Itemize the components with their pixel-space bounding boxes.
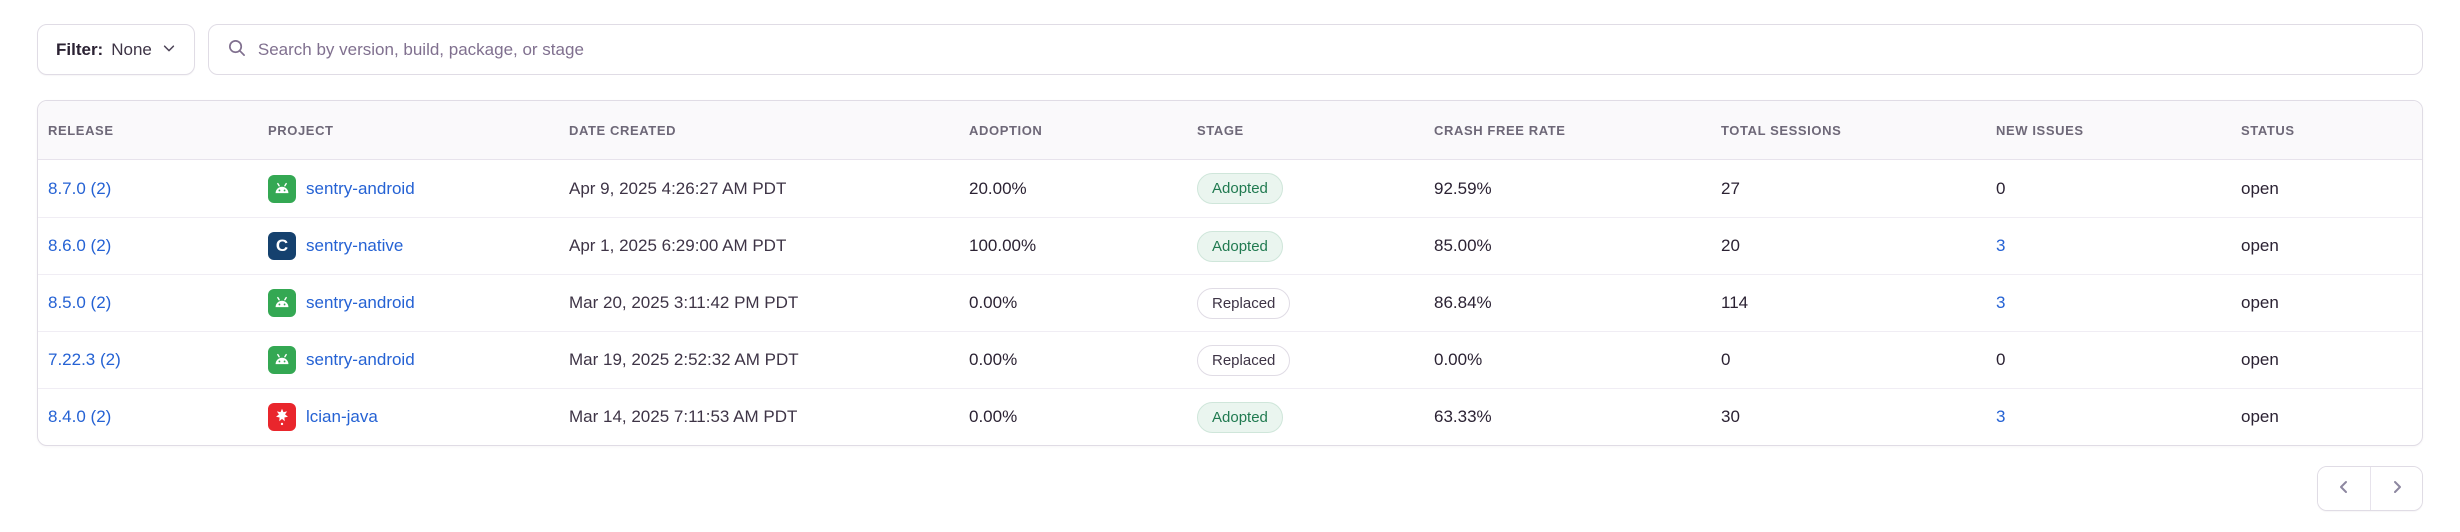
chevron-left-icon bbox=[2336, 479, 2352, 498]
pagination bbox=[37, 466, 2423, 511]
release-link[interactable]: 8.6.0 (2) bbox=[48, 236, 112, 255]
column-header-date-created: Date Created bbox=[569, 122, 677, 138]
android-icon bbox=[268, 289, 296, 317]
stage-badge: Adopted bbox=[1197, 230, 1283, 262]
new-issues-link[interactable]: 3 bbox=[1996, 293, 2006, 312]
crash-free-rate-value: 85.00% bbox=[1434, 236, 1492, 255]
crash-free-rate-value: 86.84% bbox=[1434, 293, 1492, 312]
total-sessions-value: 27 bbox=[1721, 178, 1740, 198]
android-icon bbox=[268, 346, 296, 374]
project-link[interactable]: sentry-native bbox=[306, 236, 404, 255]
column-header-new-issues: New Issues bbox=[1996, 122, 2084, 138]
search-box bbox=[207, 24, 2423, 75]
stage-badge: Replaced bbox=[1197, 287, 1291, 319]
release-link[interactable]: 7.22.3 (2) bbox=[48, 350, 121, 369]
status-value: open bbox=[2241, 407, 2279, 426]
search-input[interactable] bbox=[257, 39, 2404, 60]
column-header-status: Status bbox=[2241, 122, 2295, 138]
java-icon bbox=[268, 403, 296, 431]
date-created-value: Apr 1, 2025 6:29:00 AM PDT bbox=[569, 236, 787, 255]
next-page-button[interactable] bbox=[2370, 467, 2422, 510]
table-header: Release Project Date Created Adoption St… bbox=[38, 101, 2422, 160]
filter-label: Filter: bbox=[56, 39, 104, 59]
crash-free-rate-value: 92.59% bbox=[1434, 178, 1492, 198]
total-sessions-value: 0 bbox=[1721, 350, 1731, 369]
adoption-value: 20.00% bbox=[969, 178, 1027, 198]
date-created-value: Mar 19, 2025 2:52:32 AM PDT bbox=[569, 350, 799, 369]
column-header-stage: Stage bbox=[1197, 122, 1244, 138]
chevron-down-icon bbox=[162, 40, 176, 60]
status-value: open bbox=[2241, 350, 2279, 369]
table-row: 7.22.3 (2) sentry-android Mar 19, 2025 2:5… bbox=[38, 331, 2422, 388]
chevron-right-icon bbox=[2389, 479, 2405, 498]
project-link[interactable]: sentry-android bbox=[306, 293, 415, 312]
project-link[interactable]: sentry-android bbox=[306, 350, 415, 369]
c-icon: C bbox=[268, 232, 296, 260]
releases-table: Release Project Date Created Adoption St… bbox=[37, 100, 2423, 446]
new-issues-value: 0 bbox=[1996, 350, 2006, 369]
column-header-project: Project bbox=[268, 122, 334, 138]
table-row: 8.4.0 (2) lcian-java Mar 14, 2025 7:11:53 … bbox=[38, 388, 2422, 445]
adoption-value: 0.00% bbox=[969, 407, 1018, 426]
toolbar: Filter: None bbox=[37, 24, 2423, 75]
filter-dropdown[interactable]: Filter: None bbox=[37, 24, 195, 75]
date-created-value: Apr 9, 2025 4:26:27 AM PDT bbox=[569, 178, 787, 198]
project-link[interactable]: lcian-java bbox=[306, 407, 378, 426]
crash-free-rate-value: 0.00% bbox=[1434, 350, 1483, 369]
total-sessions-value: 114 bbox=[1721, 293, 1749, 312]
table-row: 8.7.0 (2) sentry-android Apr 9, 2025 4:26:… bbox=[38, 160, 2422, 217]
date-created-value: Mar 14, 2025 7:11:53 AM PDT bbox=[569, 407, 798, 426]
date-created-value: Mar 20, 2025 3:11:42 PM PDT bbox=[569, 293, 799, 312]
table-body: 8.7.0 (2) sentry-android Apr 9, 2025 4:26:… bbox=[38, 160, 2422, 445]
project-link[interactable]: sentry-android bbox=[306, 178, 415, 198]
column-header-release: Release bbox=[48, 122, 114, 138]
stage-badge: Adopted bbox=[1197, 173, 1283, 204]
release-link[interactable]: 8.5.0 (2) bbox=[48, 293, 112, 312]
table-row: 8.5.0 (2) sentry-android Mar 20, 2025 3:11… bbox=[38, 274, 2422, 331]
crash-free-rate-value: 63.33% bbox=[1434, 407, 1492, 426]
stage-badge: Replaced bbox=[1197, 344, 1291, 376]
new-issues-value: 0 bbox=[1996, 178, 2006, 198]
status-value: open bbox=[2241, 293, 2279, 312]
android-icon bbox=[268, 174, 296, 203]
release-link[interactable]: 8.7.0 (2) bbox=[48, 178, 112, 198]
column-header-adoption: Adoption bbox=[969, 122, 1043, 138]
adoption-value: 100.00% bbox=[969, 236, 1037, 255]
new-issues-link[interactable]: 3 bbox=[1996, 407, 2006, 426]
status-value: open bbox=[2241, 236, 2279, 255]
search-icon bbox=[227, 38, 246, 62]
adoption-value: 0.00% bbox=[969, 293, 1018, 312]
adoption-value: 0.00% bbox=[969, 350, 1018, 369]
stage-badge: Adopted bbox=[1197, 401, 1283, 433]
previous-page-button[interactable] bbox=[2318, 467, 2370, 510]
release-link[interactable]: 8.4.0 (2) bbox=[48, 407, 112, 426]
releases-page: Filter: None Release Project Date Create… bbox=[37, 24, 2423, 511]
status-value: open bbox=[2241, 178, 2279, 198]
filter-value: None bbox=[111, 39, 152, 59]
column-header-crash-free-rate: Crash Free Rate bbox=[1434, 122, 1566, 138]
column-header-total-sessions: Total Sessions bbox=[1721, 122, 1842, 138]
new-issues-link[interactable]: 3 bbox=[1996, 236, 2006, 255]
total-sessions-value: 20 bbox=[1721, 236, 1740, 255]
total-sessions-value: 30 bbox=[1721, 407, 1740, 426]
